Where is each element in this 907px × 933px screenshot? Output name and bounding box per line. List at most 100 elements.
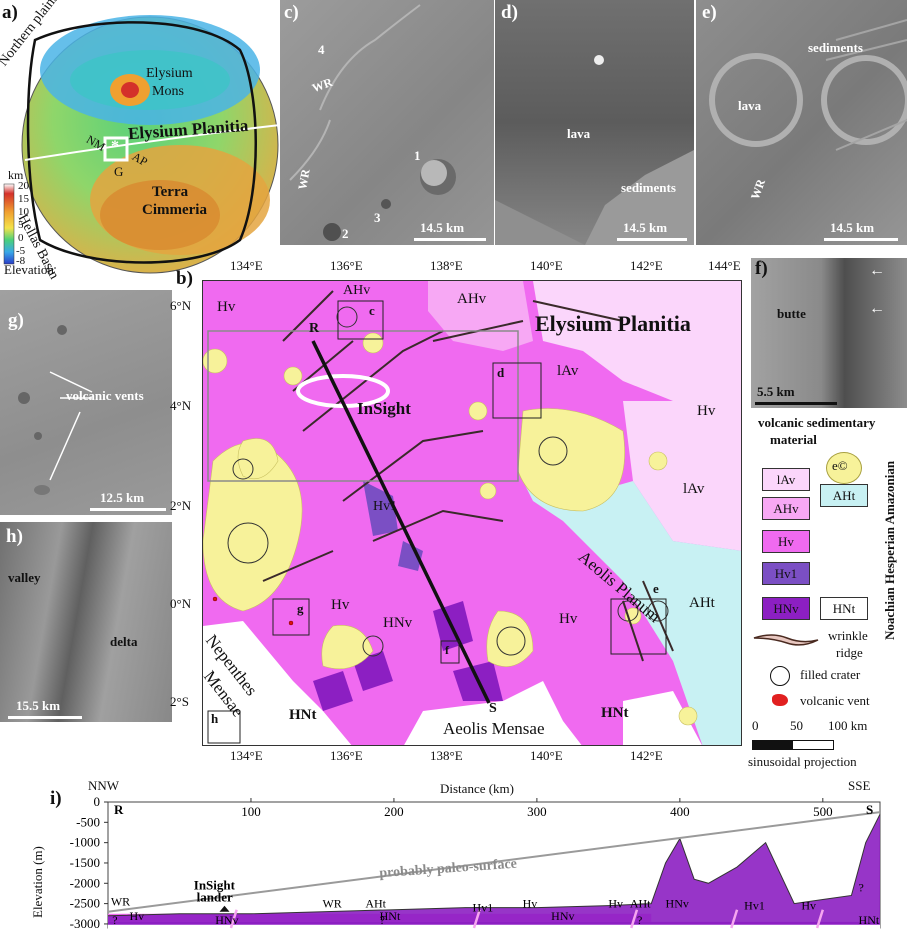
insight-lander-icon <box>219 905 230 912</box>
lon-tick: 144°E <box>708 258 741 273</box>
colorbar-tick: 20 <box>18 180 29 192</box>
colorbar-tick: 0 <box>18 232 24 244</box>
geologic-map: Elysium Planitia InSight Aeolis Planum N… <box>202 280 742 746</box>
filled-crater-symbol-text: e© <box>832 458 848 473</box>
legend-age-axis: Noachian Hesperian Amazonian <box>882 460 897 640</box>
lat-tick: 6°N <box>170 298 192 313</box>
unit-label: lAv <box>683 481 705 497</box>
lon-tick: 136°E <box>330 258 363 273</box>
panel-e-scalebar <box>824 238 898 241</box>
elysium-planitia-map-label: Elysium Planitia <box>535 311 691 336</box>
lon-tick: 134°E <box>230 258 263 273</box>
panel-g-label: g) <box>8 310 24 331</box>
unit-label: HNt <box>289 707 317 723</box>
box-label-c: c <box>369 303 375 318</box>
section-unit-label: AHt <box>630 897 651 911</box>
lon-tick: 142°E <box>630 258 663 273</box>
section-unit-label: Hv <box>523 897 538 911</box>
scale-tick: 50 <box>790 718 803 733</box>
x-tick-label: 100 <box>241 804 261 819</box>
panel-a-label: a) <box>2 2 18 23</box>
section-unit-label: HNv <box>666 897 689 911</box>
y-tick-label: -1000 <box>70 835 100 850</box>
fault-line <box>730 909 739 929</box>
y-tick-label: -1500 <box>70 855 100 870</box>
section-unit-label: ? <box>637 913 642 927</box>
box-label-g: g <box>297 601 304 616</box>
lon-tick: 136°E <box>330 748 363 763</box>
section-unit-label: ? <box>859 880 864 894</box>
crater-2-label: 2 <box>342 226 349 241</box>
colorbar-tick: 10 <box>18 206 29 218</box>
lon-tick: 140°E <box>530 748 563 763</box>
panel-b-label: b) <box>176 268 193 289</box>
box-label-f: f <box>445 643 449 657</box>
profile-s-label: S <box>866 802 873 817</box>
panel-f-label: f) <box>755 258 768 279</box>
x-tick-label: 200 <box>384 804 404 819</box>
unit-label: AHv <box>343 283 371 298</box>
y-tick-label: -2000 <box>70 875 100 890</box>
colorbar-tick: -8 <box>16 255 26 267</box>
volcanic-vent-icon <box>772 694 788 706</box>
panel-g-scale-label: 12.5 km <box>100 490 145 505</box>
profile-s-label: S <box>489 701 497 716</box>
y-tick-label: -2500 <box>70 896 100 911</box>
legend-title-2: material <box>770 432 817 447</box>
paleo-surface-line <box>107 811 881 913</box>
panel-f-scalebar <box>755 402 837 405</box>
lon-tick: 142°E <box>630 748 663 763</box>
arrow-icon: ← <box>869 262 885 279</box>
insight-lander-label-2: lander <box>197 890 233 905</box>
elevation-profile <box>108 814 880 924</box>
section-unit-label: Hv <box>129 909 144 923</box>
unit-label: AHt <box>689 595 715 611</box>
section-unit-label: Hv <box>801 899 816 913</box>
unit-label: AHv <box>457 291 487 307</box>
section-unit-label: AHt <box>365 897 386 911</box>
crater-3-label: 3 <box>374 210 381 225</box>
scale-tick: 100 km <box>828 718 868 733</box>
panel-h-label: h) <box>6 526 23 547</box>
legend-unit-ahv: AHv <box>762 497 810 520</box>
panel-c-image: c) 4 WR WR 1 2 3 14.5 km <box>280 0 494 245</box>
panel-d-label: d) <box>501 2 518 23</box>
sse-label: SSE <box>848 778 871 793</box>
lava-label: lava <box>567 126 591 141</box>
wrinkle-ridge-label-1: wrinkle <box>828 628 868 643</box>
unit-label: Hv <box>331 597 350 613</box>
aeolis-mensae-label: Aeolis Mensae <box>443 719 545 738</box>
paleo-surface-label: probably paleo-surface <box>379 857 518 882</box>
fault-line <box>229 909 238 929</box>
box-label-h: h <box>211 711 219 726</box>
lat-tick: 0°N <box>170 596 192 611</box>
y-tick-label: -500 <box>76 814 100 829</box>
panel-d-scale-label: 14.5 km <box>623 220 668 235</box>
study-area-asterisk-icon: * <box>111 138 119 155</box>
legend-unit-hnt: HNt <box>820 597 868 620</box>
fault-line <box>630 909 639 929</box>
globe-map <box>3 15 280 274</box>
butte-label: butte <box>777 306 806 321</box>
panel-g-scalebar <box>90 508 166 511</box>
lon-tick: 138°E <box>430 748 463 763</box>
panel-e-scale-label: 14.5 km <box>830 220 875 235</box>
wrinkle-ridge-label-2: ridge <box>836 645 863 660</box>
unit-label: HNv <box>383 615 413 631</box>
cross-section-chart: 0 -500 -1000 -1500 -2000 -2500 -3000 100 200 300 4… <box>70 794 881 931</box>
g-label: G <box>114 164 124 179</box>
nnw-label: NNW <box>88 778 120 793</box>
panel-i-label: i) <box>50 788 62 809</box>
section-unit-label: Hv1 <box>744 899 765 913</box>
lat-tick: 4°N <box>170 398 192 413</box>
y-tick-label: 0 <box>94 794 101 809</box>
profile-r-label: R <box>114 802 124 817</box>
unit-label: HNt <box>601 705 629 721</box>
elysium-mons-label-2: Mons <box>152 84 184 99</box>
legend-scalebar <box>752 740 834 750</box>
panel-d-scalebar <box>617 238 687 241</box>
scale-tick: 0 <box>752 718 759 733</box>
colorbar-tick: 15 <box>18 193 29 205</box>
section-unit-label: Hv <box>608 897 623 911</box>
layer-hnt <box>108 924 880 931</box>
